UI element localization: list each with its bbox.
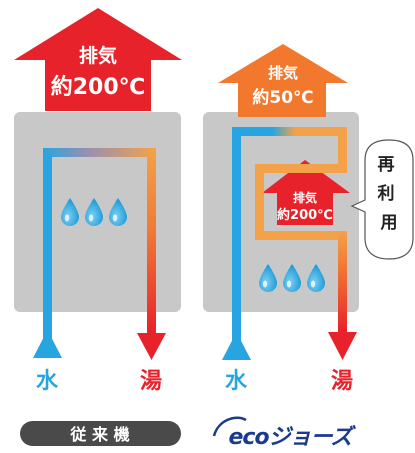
ecojozu-bottom-pipe <box>255 231 347 240</box>
reuse-callout-bubble <box>350 139 414 260</box>
ecojozu-unit: 排気 約50℃ 排気 約200℃ 水 湯 再 利 用 ecoジョーズ <box>203 44 414 450</box>
reuse-label: 再 利 用 <box>378 155 401 233</box>
ecojozu-top-pipe <box>232 127 347 136</box>
conventional-badge <box>20 421 181 446</box>
hot-water-outlet-arrow <box>137 333 166 360</box>
hot-water-outlet-arrow <box>328 332 357 360</box>
conventional-cold-water-pipe <box>43 148 52 348</box>
ecojozu-cold-water-pipe <box>232 127 241 345</box>
water-inlet-arrow <box>33 330 62 358</box>
conventional-badge-label: 従 来 機 <box>69 425 129 444</box>
hot-water-label: 湯 <box>140 369 162 394</box>
reuse-callout: 再 利 用 <box>350 139 414 260</box>
ecojozu-hot-water-pipe <box>338 231 347 332</box>
water-label: 水 <box>36 369 59 394</box>
ecojozu-exhaust-temp: 約50℃ <box>252 87 313 108</box>
conventional-exhaust-temp: 約200℃ <box>51 74 146 100</box>
conventional-unit: 排気 約200℃ 水 湯 従 来 機 <box>14 8 182 446</box>
ecojozu-inner-exhaust-label: 排気 <box>293 190 317 205</box>
ecojozu-inner-exhaust-temp: 約200℃ <box>277 207 333 223</box>
ecojozu-logo: ecoジョーズ <box>212 416 357 450</box>
ecojozu-right-pipe-upper <box>338 127 347 173</box>
ecojozu-exhaust-label: 排気 <box>268 64 298 82</box>
ecojozu-logo-swoosh <box>212 416 247 437</box>
conventional-top-pipe <box>43 148 156 157</box>
ecojozu-logo-text: ecoジョーズ <box>229 424 357 449</box>
conventional-hot-water-pipe <box>147 148 156 333</box>
hot-water-label: 湯 <box>331 369 353 394</box>
ecojozu-left-pipe <box>255 164 264 240</box>
conventional-exhaust-arrow <box>14 8 182 111</box>
ecojozu-exhaust-arrow <box>218 44 348 117</box>
ecojozu-middle-pipe <box>255 164 347 173</box>
ecojozu-inner-exhaust-arrow <box>262 160 350 225</box>
conventional-exhaust-label: 排気 <box>79 44 117 67</box>
water-label: 水 <box>225 369 248 394</box>
water-inlet-arrow <box>222 332 251 360</box>
